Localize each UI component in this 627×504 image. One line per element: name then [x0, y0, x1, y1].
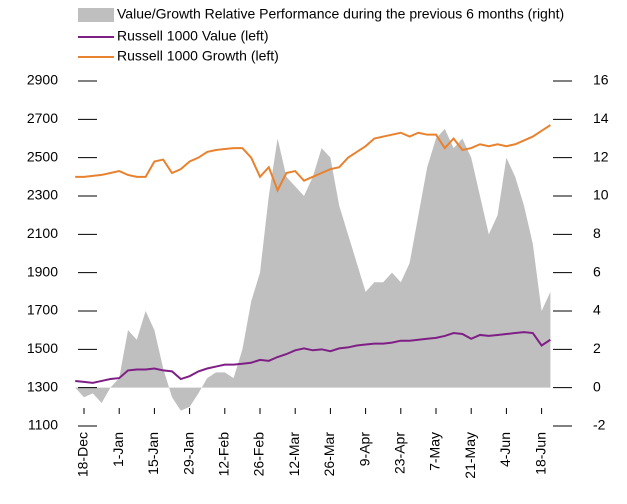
x-tick-label: 18-Jun [532, 432, 548, 475]
y2-tick-label: 2 [593, 340, 601, 356]
y2-tick-label: 6 [593, 263, 601, 279]
x-tick-label: 18-Dec [75, 432, 91, 477]
y2-tick-label: 0 [593, 378, 601, 394]
area [75, 128, 551, 411]
y-tick-label: 1100 [28, 417, 58, 433]
y-tick-label: 2700 [27, 110, 58, 126]
y-tick-label: 1900 [27, 263, 58, 279]
line [75, 124, 551, 193]
x-tick-label: 15-Jan [145, 432, 161, 475]
y2-tick-label: 16 [593, 72, 609, 88]
x-tick-label: 26-Feb [251, 432, 267, 477]
line [75, 331, 551, 384]
y2-tick-label: 14 [593, 110, 609, 126]
x-tick-label: 23-Apr [392, 432, 408, 474]
x-tick-label: 4-Jun [497, 432, 513, 467]
y2-tick-label: 4 [593, 302, 601, 318]
y-tick-label: 1300 [27, 378, 58, 394]
y-tick-label: 2100 [27, 225, 58, 241]
legend-swatch [78, 8, 114, 22]
y2-tick-label: 8 [593, 225, 601, 241]
y2-tick-label: 10 [593, 187, 609, 203]
x-tick-label: 9-Apr [356, 432, 372, 467]
y-tick-label: 2300 [27, 187, 58, 203]
x-tick-label: 26-Mar [321, 432, 337, 477]
y-tick-label: 1700 [27, 302, 58, 318]
y-tick-label: 2500 [27, 148, 58, 164]
legend-label: Value/Growth Relative Performance during… [117, 6, 564, 22]
legend-label: Russell 1000 Growth (left) [117, 48, 279, 64]
x-tick-label: 12-Mar [286, 432, 302, 477]
y2-tick-label: 12 [593, 148, 609, 164]
x-tick-label: 7-May [427, 432, 443, 471]
y-tick-label: 1500 [27, 340, 58, 356]
x-tick-label: 21-May [462, 432, 478, 479]
x-tick-label: 29-Jan [180, 432, 196, 475]
x-tick-label: 1-Jan [110, 432, 126, 467]
legend-label: Russell 1000 Value (left) [117, 28, 268, 44]
y2-tick-label: -2 [593, 417, 606, 433]
x-tick-label: 12-Feb [216, 432, 232, 477]
y-tick-label: 2900 [27, 72, 58, 88]
